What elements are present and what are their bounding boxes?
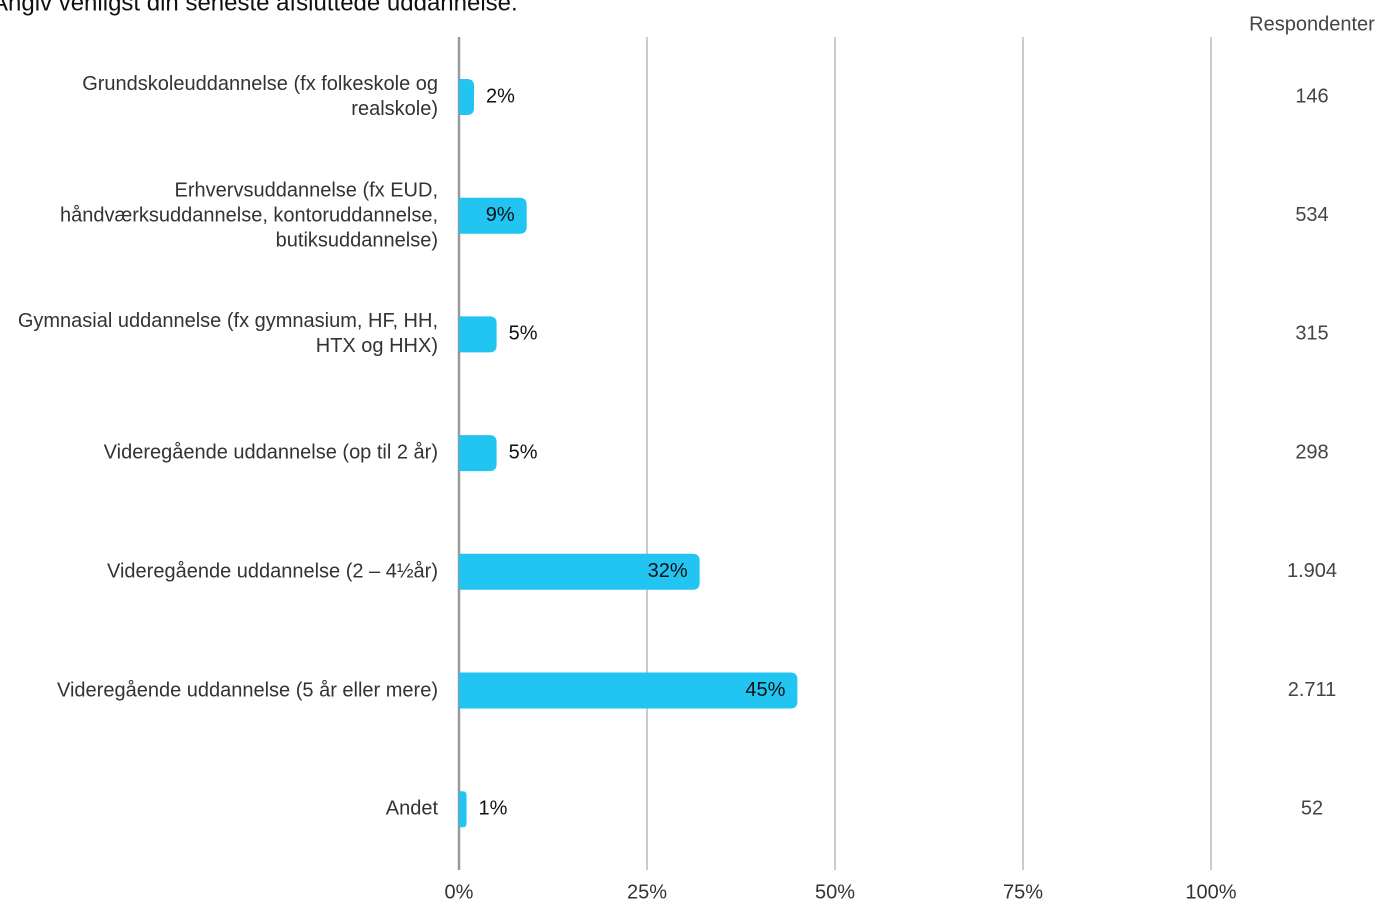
value-label: 2%	[486, 85, 515, 107]
respondents-value: 52	[1301, 797, 1323, 819]
value-label: 5%	[509, 323, 538, 345]
respondents-value: 315	[1295, 323, 1328, 345]
bar	[459, 791, 467, 828]
x-tick-label: 0%	[445, 881, 474, 903]
respondents-header: Respondenter	[1249, 13, 1375, 35]
bar	[459, 435, 497, 472]
bar	[459, 316, 497, 353]
category-label: Gymnasial uddannelse (fx gymnasium, HF, …	[17, 310, 438, 358]
x-tick-label: 100%	[1185, 881, 1236, 903]
category-label: Videregående uddannelse (2 – 4½år)	[107, 560, 438, 583]
bar	[459, 553, 700, 590]
x-tick-label: 75%	[1003, 881, 1043, 903]
chart-title: Angiv venligst din seneste afsluttede ud…	[0, 0, 518, 16]
value-label: 32%	[648, 560, 688, 582]
bar	[459, 672, 798, 709]
bar	[459, 197, 527, 234]
respondents-value: 2.711	[1288, 679, 1337, 701]
category-label: Andet	[385, 797, 438, 820]
x-tick-label: 50%	[815, 881, 855, 903]
respondents-value: 298	[1295, 441, 1328, 463]
respondents-value: 1.904	[1287, 560, 1337, 582]
value-label: 1%	[479, 797, 508, 819]
bar	[459, 79, 475, 115]
value-label: 45%	[745, 679, 785, 701]
category-label: Videregående uddannelse (5 år eller mere…	[57, 679, 438, 701]
x-tick-label: 25%	[627, 881, 667, 903]
respondents-value: 534	[1295, 204, 1328, 226]
category-label: Grundskoleuddannelse (fx folkeskole og r…	[82, 73, 438, 120]
category-label: Videregående uddannelse (op til 2 år)	[103, 441, 438, 464]
value-label: 5%	[509, 441, 538, 463]
category-label: Erhvervsuddannelse (fx EUD, håndværksudd…	[59, 179, 438, 252]
value-label: 9%	[486, 204, 515, 226]
respondents-value: 146	[1295, 85, 1328, 107]
